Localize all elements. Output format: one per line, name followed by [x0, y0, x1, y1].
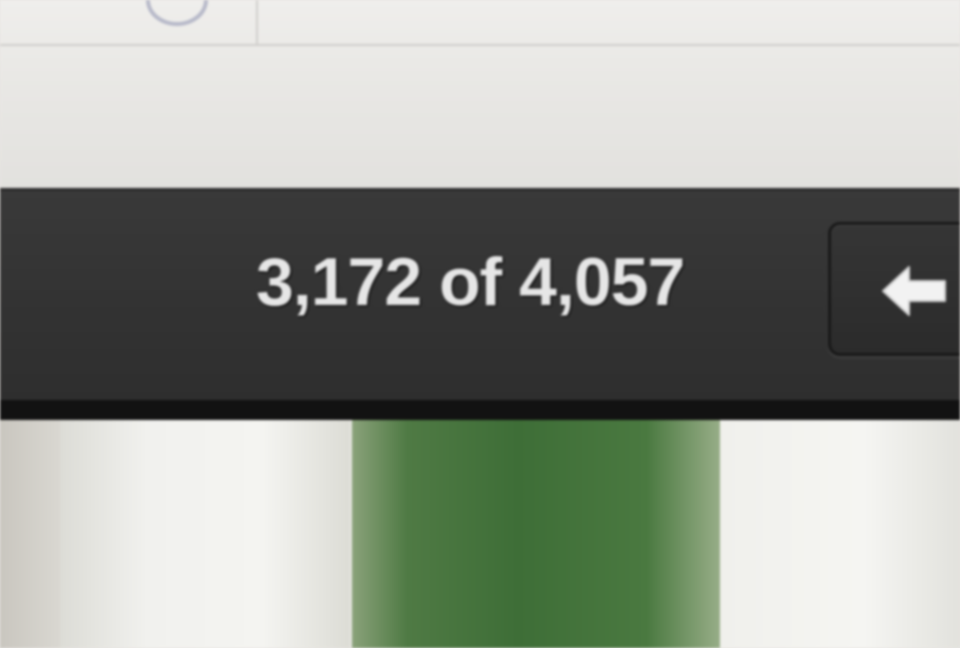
left-arrow-icon — [882, 266, 946, 316]
previous-button[interactable] — [828, 222, 960, 356]
toolbar-divider — [256, 0, 258, 44]
thumbnail[interactable] — [352, 420, 720, 648]
circle-icon[interactable] — [146, 0, 208, 26]
thumbnail[interactable] — [60, 420, 350, 648]
current-index: 3,172 — [256, 244, 422, 320]
status-bar — [0, 188, 960, 404]
item-counter: 3,172 of 4,057 — [256, 242, 685, 322]
total-count: 4,057 — [519, 244, 685, 320]
thumbnail[interactable] — [720, 420, 960, 648]
toolbar-bottom-divider — [0, 44, 960, 46]
thumbnail-strip — [0, 420, 960, 648]
status-bar-shadow — [0, 400, 960, 420]
toolbar — [0, 0, 960, 188]
counter-separator: of — [439, 244, 502, 320]
thumbnail[interactable] — [0, 420, 60, 648]
